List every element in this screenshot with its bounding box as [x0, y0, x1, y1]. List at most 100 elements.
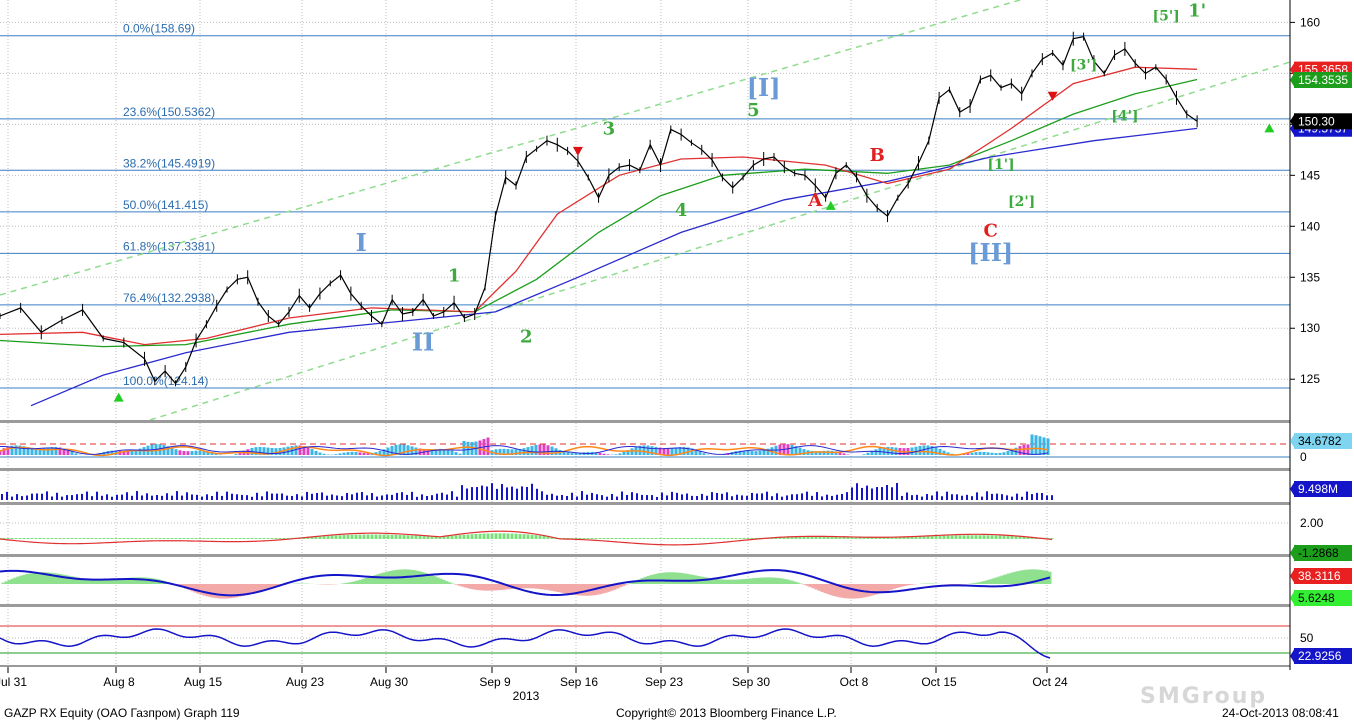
wave-label: [2']	[1008, 194, 1035, 210]
trend-channel	[0, 0, 1291, 421]
x-tick-label: Aug 15	[184, 675, 222, 689]
wave-label: C	[984, 220, 998, 241]
osc-value: 34.6782	[1298, 434, 1342, 448]
last-price-value-pointer	[1290, 113, 1295, 130]
x-tick-label: Aug 23	[286, 675, 324, 689]
wave-label: A	[807, 190, 823, 211]
signal-up-marker	[113, 392, 124, 402]
ma-red-line	[0, 66, 1198, 346]
fib-label: 38.2%(145.4919)	[123, 156, 215, 170]
fib-label: 61.8%(137.3381)	[123, 239, 215, 253]
macd-tick-label: 2.00	[1300, 516, 1324, 530]
x-tick-label: Sep 9	[479, 675, 511, 689]
dmi-value: 38.3116	[1298, 569, 1341, 583]
ma-green-value-pointer	[1290, 71, 1295, 88]
osc-tick-label: 0	[1300, 450, 1307, 464]
signal-markers	[113, 91, 1275, 402]
volume-value-pointer	[1290, 481, 1295, 497]
fib-label: 0.0%(158.69)	[123, 22, 195, 36]
dmi-second-value-bg	[1294, 590, 1352, 606]
rsi-value-pointer	[1290, 648, 1295, 664]
rsi-tick-label: 50	[1300, 631, 1314, 645]
x-tick-label: Sep 23	[645, 675, 683, 689]
wave-label: B	[870, 145, 885, 166]
fib-label: 100.0%(124.14)	[123, 374, 208, 388]
y-tick-label: 160	[1300, 15, 1320, 29]
adx-line	[0, 569, 1051, 597]
x-year-label: 2013	[513, 689, 540, 703]
signal-up-marker	[1264, 123, 1275, 133]
wave-label: [1']	[987, 157, 1014, 173]
rsi-line	[0, 628, 1051, 659]
x-tick-label: Aug 30	[370, 675, 408, 689]
panel-separator	[0, 468, 1290, 471]
price-series	[0, 31, 1198, 387]
x-tick-label: Oct 24	[1032, 675, 1068, 689]
panel-separator	[0, 665, 1290, 667]
panel-separator	[0, 420, 1290, 423]
wave-label: 5	[747, 100, 760, 121]
wave-label: 3	[603, 119, 616, 140]
channel-upper	[0, 0, 1021, 296]
signal-down-marker	[572, 146, 583, 156]
osc-value-pointer	[1290, 433, 1295, 449]
signal-down-marker	[1047, 91, 1058, 101]
fib-label: 76.4%(132.2938)	[123, 291, 215, 305]
last-price-value: 150.30	[1298, 114, 1335, 128]
panel-separator	[0, 502, 1290, 505]
x-tick-label: Aug 8	[103, 675, 135, 689]
osc-value-bg	[1294, 433, 1352, 449]
y-tick-label: 125	[1300, 372, 1320, 386]
footer-timestamp: 24-Oct-2013 08:08:41	[1222, 706, 1339, 720]
ma-green-value: 154.3535	[1298, 73, 1348, 87]
wave-label: I	[356, 228, 367, 257]
rsi-value: 22.9256	[1298, 649, 1342, 663]
x-tick-label: Jul 31	[0, 675, 27, 689]
wave-label: 4	[675, 200, 688, 221]
macd-value-bg	[1294, 545, 1352, 561]
channel-lower	[149, 61, 1291, 421]
macd-value-pointer	[1290, 545, 1295, 561]
y-tick-label: 130	[1300, 321, 1320, 335]
dmi-second-value: 5.6248	[1298, 591, 1335, 605]
ma-red-value-pointer	[1290, 61, 1295, 78]
ma-blue-line	[30, 127, 1198, 407]
watermark: SMGroup	[1140, 684, 1268, 709]
indicator-panels: 02.002050	[0, 420, 1324, 667]
footer-copyright: Copyright© 2013 Bloomberg Finance L.P.	[616, 706, 837, 720]
wave-label: II	[412, 328, 434, 357]
last-price-value-bg	[1294, 113, 1352, 130]
moving-averages	[0, 66, 1198, 407]
osc-line	[0, 445, 1049, 455]
footer-security: GAZP RX Equity (OAO Газпром) Graph 119	[4, 706, 240, 720]
x-tick-label: Sep 30	[732, 675, 770, 689]
grid	[0, 0, 1290, 665]
signal-up-marker	[825, 200, 836, 210]
x-tick-label: Oct 15	[921, 675, 957, 689]
y-tick-label: 145	[1300, 168, 1320, 182]
volume-value-bg	[1294, 481, 1352, 497]
wave-label: [4']	[1111, 108, 1138, 124]
fib-label: 23.6%(150.5362)	[123, 105, 215, 119]
x-tick-label: Sep 16	[560, 675, 598, 689]
panel-separator	[0, 604, 1290, 607]
x-tick-label: Oct 8	[840, 675, 869, 689]
wave-label: 1'	[1188, 0, 1206, 21]
dmi-value-bg	[1294, 568, 1352, 584]
wave-label: [3']	[1070, 57, 1097, 73]
macd-line	[0, 530, 1053, 546]
value-badges: 155.3658154.3535149.5737150.3034.67829.4…	[1290, 61, 1352, 664]
fibonacci-levels: 0.0%(158.69) 23.6%(150.5362) 38.2%(145.491…	[0, 22, 1290, 389]
wave-label: [I]	[747, 73, 781, 102]
macd-value: -1.2868	[1298, 546, 1339, 560]
ma-green-value-bg	[1294, 71, 1352, 88]
ma-green-line	[0, 78, 1198, 348]
rsi-value-bg	[1294, 648, 1352, 664]
dmi-value-pointer	[1290, 568, 1295, 584]
panel-separator	[0, 554, 1290, 557]
volume-value: 9.498M	[1298, 482, 1338, 496]
wave-label: [5']	[1153, 8, 1180, 24]
